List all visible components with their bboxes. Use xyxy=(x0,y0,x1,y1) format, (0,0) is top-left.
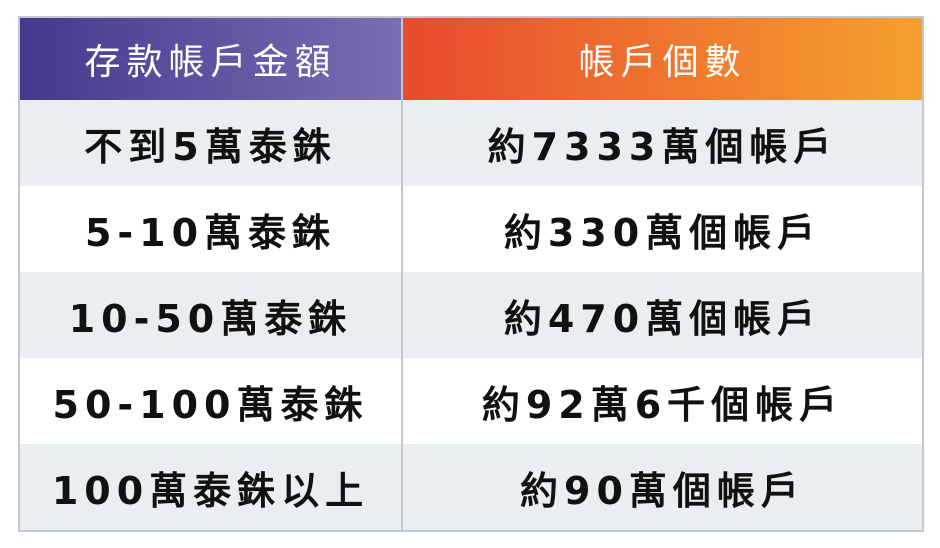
deposit-amount-cell: 10-50萬泰銖 xyxy=(19,272,403,358)
deposit-amount-cell: 50-100萬泰銖 xyxy=(19,358,403,444)
table-row: 不到5萬泰銖 約7333萬個帳戶 xyxy=(19,100,923,186)
account-count-cell: 約92萬6千個帳戶 xyxy=(402,358,923,444)
deposit-amount-cell: 100萬泰銖以上 xyxy=(19,444,403,531)
header-row: 存款帳戶金額 帳戶個數 xyxy=(19,17,923,100)
account-count-cell: 約90萬個帳戶 xyxy=(402,444,923,531)
deposit-accounts-table: 存款帳戶金額 帳戶個數 不到5萬泰銖 約7333萬個帳戶 5-10萬泰銖 約33… xyxy=(18,16,924,532)
deposit-amount-cell: 不到5萬泰銖 xyxy=(19,100,403,186)
account-count-cell: 約7333萬個帳戶 xyxy=(402,100,923,186)
table-row: 10-50萬泰銖 約470萬個帳戶 xyxy=(19,272,923,358)
header-deposit-amount: 存款帳戶金額 xyxy=(19,17,403,100)
table-row: 100萬泰銖以上 約90萬個帳戶 xyxy=(19,444,923,531)
deposit-amount-cell: 5-10萬泰銖 xyxy=(19,186,403,272)
header-account-count: 帳戶個數 xyxy=(402,17,923,100)
table-row: 50-100萬泰銖 約92萬6千個帳戶 xyxy=(19,358,923,444)
account-count-cell: 約470萬個帳戶 xyxy=(402,272,923,358)
table-row: 5-10萬泰銖 約330萬個帳戶 xyxy=(19,186,923,272)
account-count-cell: 約330萬個帳戶 xyxy=(402,186,923,272)
